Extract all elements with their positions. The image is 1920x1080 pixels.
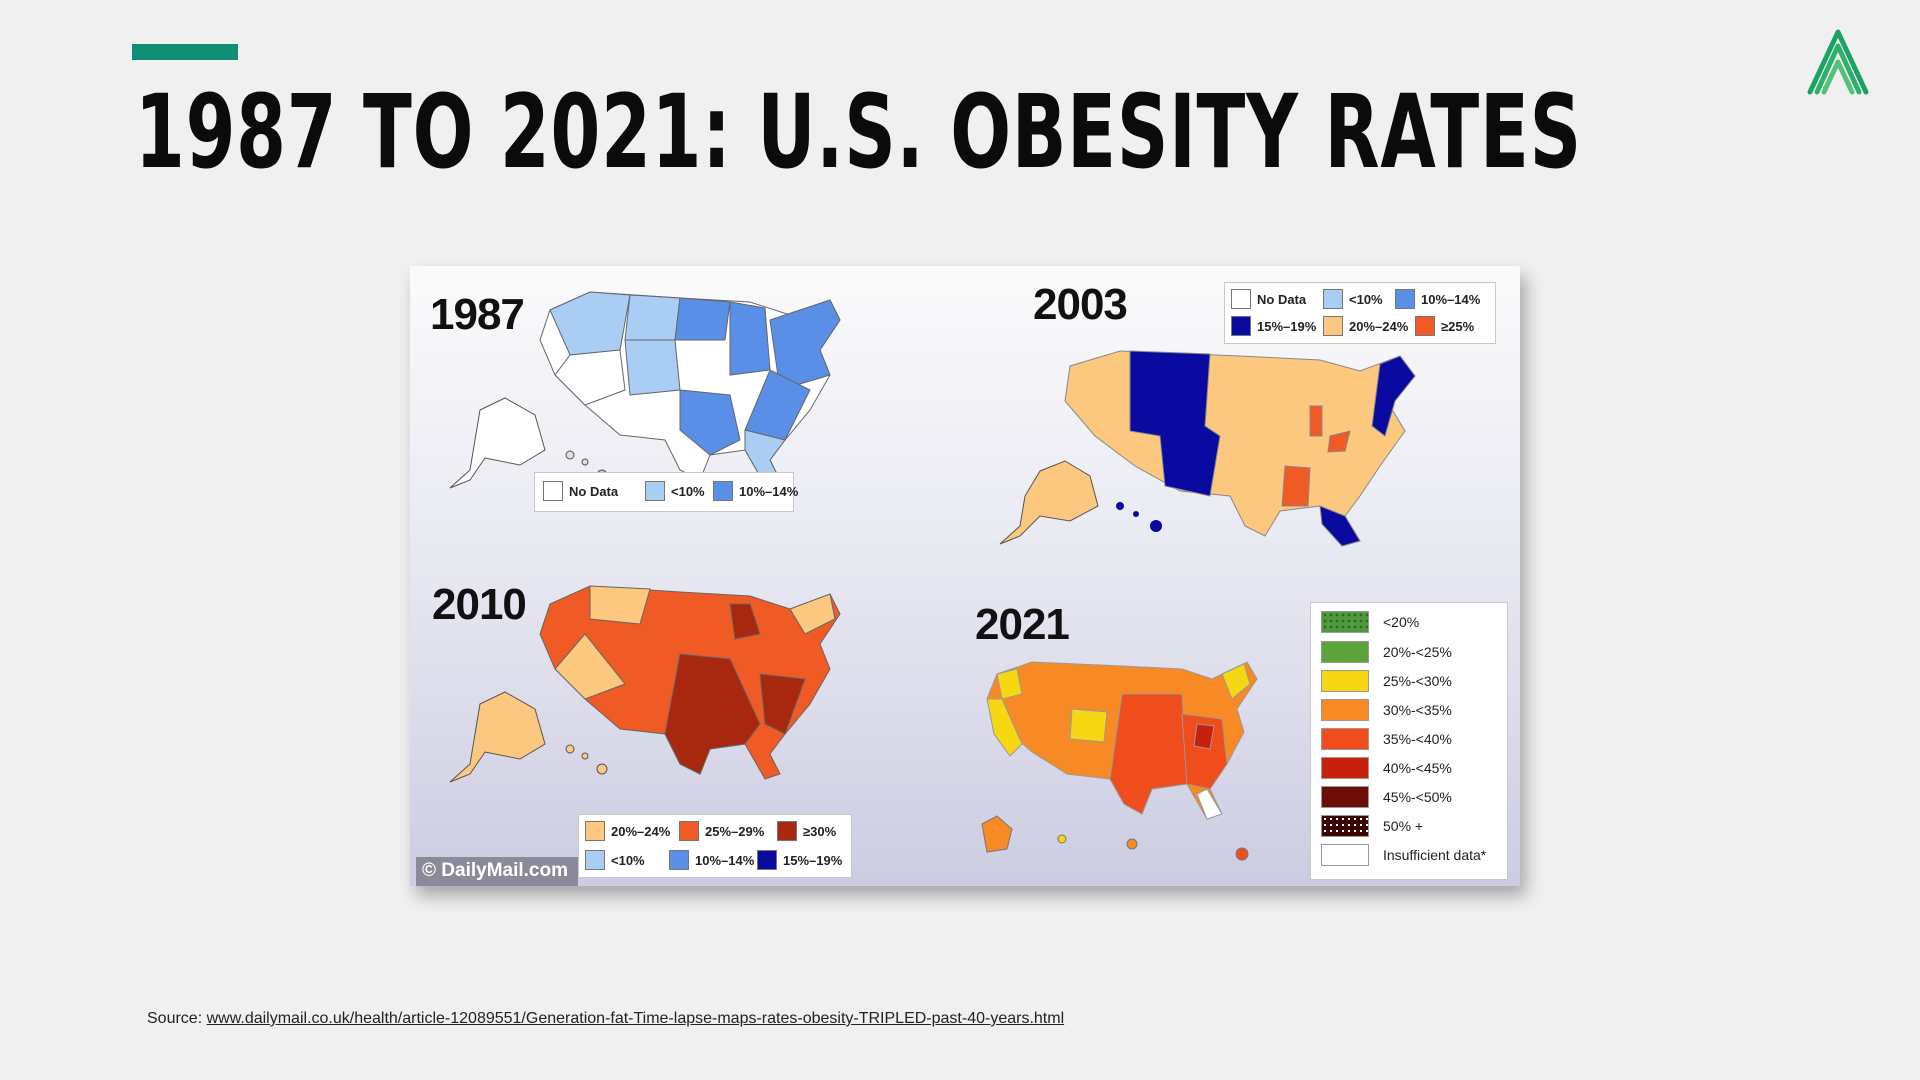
legend-label-2010-20-24: 20%–24% xyxy=(611,823,671,839)
legend-swatch-2010-10-14 xyxy=(669,850,689,870)
legend-swatch-2021-45-50 xyxy=(1321,786,1369,808)
map-1987-legend: No Data <10% 10%–14% xyxy=(534,472,798,512)
legend-label-1987-10-14: 10%–14% xyxy=(739,483,799,499)
legend-swatch-2021-25-30 xyxy=(1321,670,1369,692)
legend-label-2010-ge30: ≥30% xyxy=(803,823,837,839)
green-chevron-logo-icon xyxy=(1807,29,1869,95)
legend-label-2021-insufficient: Insufficient data* xyxy=(1383,847,1487,863)
legend-label-2021-35-40: 35%-<40% xyxy=(1383,731,1452,747)
map-1987-us xyxy=(449,291,841,489)
legend-label-2003-20-24: 20%–24% xyxy=(1349,318,1409,334)
legend-label-2010-15-19: 15%–19% xyxy=(783,852,843,868)
accent-bar xyxy=(132,44,238,60)
legend-label-2003-nodata: No Data xyxy=(1257,291,1307,307)
legend-swatch-2010-lt10 xyxy=(585,850,605,870)
legend-label-2021-40-45: 40%-<45% xyxy=(1383,760,1452,776)
legend-label-2021-45-50: 45%-<50% xyxy=(1383,789,1452,805)
legend-label-2003-ge25: ≥25% xyxy=(1441,318,1475,334)
legend-label-2003-15-19: 15%–19% xyxy=(1257,318,1317,334)
legend-swatch-2021-30-35 xyxy=(1321,699,1369,721)
legend-swatch-2003-10-14 xyxy=(1395,289,1415,309)
legend-label-2021-20-25: 20%-<25% xyxy=(1383,644,1452,660)
legend-label-2021-30-35: 30%-<35% xyxy=(1383,702,1452,718)
slide-title: 1987 TO 2021: U.S. OBESITY RATES xyxy=(135,73,1582,192)
legend-swatch-2021-35-40 xyxy=(1321,728,1369,750)
legend-label-2003-lt10: <10% xyxy=(1349,291,1383,307)
map-1987-year: 1987 xyxy=(430,290,525,339)
source-link[interactable]: www.dailymail.co.uk/health/article-12089… xyxy=(206,1010,1065,1027)
map-2021-legend: <20% 20%-<25% 25%-<30% 30%-<35% 35%-<40%… xyxy=(1310,602,1508,880)
legend-label-2021-lt20: <20% xyxy=(1383,614,1420,630)
map-2010-us xyxy=(449,585,841,783)
legend-swatch-2010-20-24 xyxy=(585,821,605,841)
legend-label-2010-lt10: <10% xyxy=(611,852,645,868)
map-2003-legend: No Data <10% 10%–14% 15%–19% 20%–24% ≥25… xyxy=(1224,282,1496,344)
legend-swatch-2003-ge25 xyxy=(1415,316,1435,336)
map-2021-us xyxy=(981,661,1258,861)
legend-swatch-2003-15-19 xyxy=(1231,316,1251,336)
legend-label-1987-nodata: No Data xyxy=(569,483,619,499)
legend-swatch-2010-ge30 xyxy=(777,821,797,841)
dailymail-watermark: © DailyMail.com xyxy=(416,857,578,886)
legend-label-2010-10-14: 10%–14% xyxy=(695,852,755,868)
obesity-maps-figure: 1987 No Data <10% 10%–14% 2003 No Data <… xyxy=(410,266,1520,886)
legend-swatch-2021-20-25 xyxy=(1321,641,1369,663)
legend-label-2003-10-14: 10%–14% xyxy=(1421,291,1481,307)
map-2010-year: 2010 xyxy=(432,580,527,629)
source-citation: Source: www.dailymail.co.uk/health/artic… xyxy=(147,1010,1064,1028)
legend-swatch-2021-40-45 xyxy=(1321,757,1369,779)
legend-label-2010-25-29: 25%–29% xyxy=(705,823,765,839)
map-2003-us xyxy=(999,350,1416,547)
legend-label-1987-lt10: <10% xyxy=(671,483,705,499)
legend-swatch-1987-lt10 xyxy=(645,481,665,501)
legend-swatch-2021-insufficient xyxy=(1321,844,1369,866)
legend-swatch-2003-nodata xyxy=(1231,289,1251,309)
legend-label-2021-25-30: 25%-<30% xyxy=(1383,673,1452,689)
legend-swatch-2010-15-19 xyxy=(757,850,777,870)
map-2003-year: 2003 xyxy=(1033,280,1128,329)
map-2021-year: 2021 xyxy=(975,600,1070,649)
legend-swatch-2003-lt10 xyxy=(1323,289,1343,309)
legend-swatch-1987-10-14 xyxy=(713,481,733,501)
legend-swatch-2003-20-24 xyxy=(1323,316,1343,336)
legend-swatch-2021-lt20 xyxy=(1321,611,1369,633)
legend-swatch-2021-50plus xyxy=(1321,815,1369,837)
legend-swatch-1987-nodata xyxy=(543,481,563,501)
legend-label-2021-50plus: 50% + xyxy=(1383,818,1424,834)
map-2010-legend: 20%–24% 25%–29% ≥30% <10% 10%–14% 15%–19… xyxy=(578,814,852,878)
source-label: Source: xyxy=(147,1010,203,1027)
legend-swatch-2010-25-29 xyxy=(679,821,699,841)
